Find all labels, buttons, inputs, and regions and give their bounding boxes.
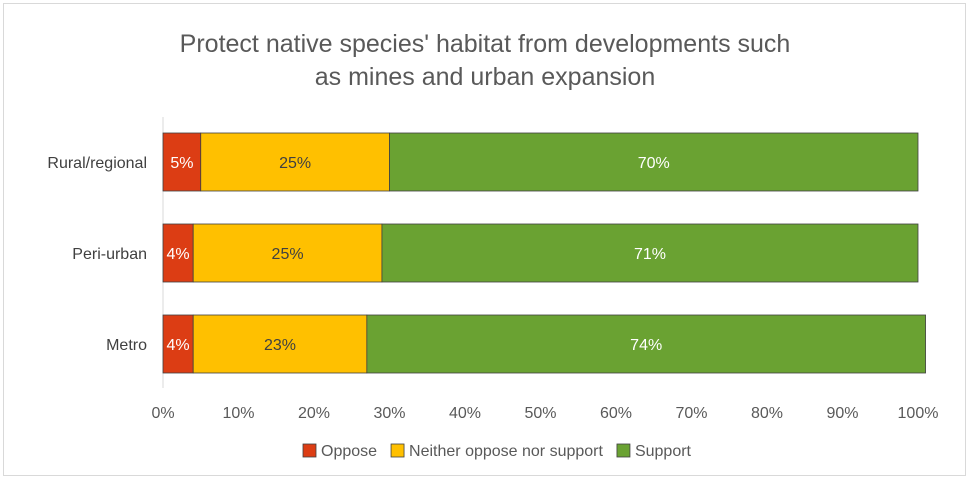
chart-title-line-1: Protect native species' habitat from dev… xyxy=(180,30,791,58)
x-tick-labels: 0% 10% 20% 30% 40% 50% 60% 70% 80% 90% 100% xyxy=(151,405,938,422)
x-tick-label: 10% xyxy=(222,405,254,422)
data-label: 71% xyxy=(634,246,666,263)
data-label: 25% xyxy=(272,246,304,263)
x-tick-label: 70% xyxy=(675,405,707,422)
bar-segment-support xyxy=(381,223,919,283)
bar-segment-support xyxy=(366,314,926,374)
legend-item: Support xyxy=(616,443,692,460)
bar-row: Rural/regional 5% 25% 70% xyxy=(47,132,919,192)
bar-segment-support xyxy=(389,132,919,192)
x-tick-label: 40% xyxy=(449,405,481,422)
bars: Rural/regional 5% 25% 70% Peri-urban 4% 25% 71%… xyxy=(47,132,926,374)
x-tick-label: 90% xyxy=(826,405,858,422)
legend-label: Neither oppose nor support xyxy=(409,443,603,460)
legend-swatch xyxy=(616,443,631,458)
bar-row: Metro 4% 23% 74% xyxy=(106,314,926,374)
legend-label: Support xyxy=(635,443,692,460)
legend-item: Neither oppose nor support xyxy=(390,443,604,460)
data-label: 25% xyxy=(279,155,311,172)
legend-swatch xyxy=(302,443,317,458)
data-label: 74% xyxy=(630,337,662,354)
bar-segment-neither-oppose-nor-support xyxy=(192,223,383,283)
x-tick-label: 20% xyxy=(298,405,330,422)
x-tick-label: 60% xyxy=(600,405,632,422)
data-label: 4% xyxy=(167,337,190,354)
data-label: 4% xyxy=(167,246,190,263)
bar-segment-neither-oppose-nor-support xyxy=(200,132,390,192)
x-tick-label: 0% xyxy=(151,405,174,422)
category-label: Rural/regional xyxy=(47,155,147,172)
legend: Oppose Neither oppose nor support Support xyxy=(302,443,692,460)
chart-title-line-2: as mines and urban expansion xyxy=(315,63,656,91)
legend-item: Oppose xyxy=(302,443,377,460)
legend-swatch xyxy=(390,443,405,458)
category-label: Metro xyxy=(106,337,147,354)
x-tick-label: 50% xyxy=(524,405,556,422)
bar-segment-oppose xyxy=(162,132,202,192)
chart-title: Protect native species' habitat from dev… xyxy=(180,30,791,91)
x-tick-label: 80% xyxy=(751,405,783,422)
x-tick-label: 100% xyxy=(898,405,939,422)
bar-segment-neither-oppose-nor-support xyxy=(192,314,368,374)
data-label: 70% xyxy=(638,155,670,172)
x-tick-label: 30% xyxy=(373,405,405,422)
category-label: Peri-urban xyxy=(72,246,147,263)
bar-row: Peri-urban 4% 25% 71% xyxy=(72,223,919,283)
legend-label: Oppose xyxy=(321,443,377,460)
data-label: 23% xyxy=(264,337,296,354)
data-label: 5% xyxy=(170,155,193,172)
